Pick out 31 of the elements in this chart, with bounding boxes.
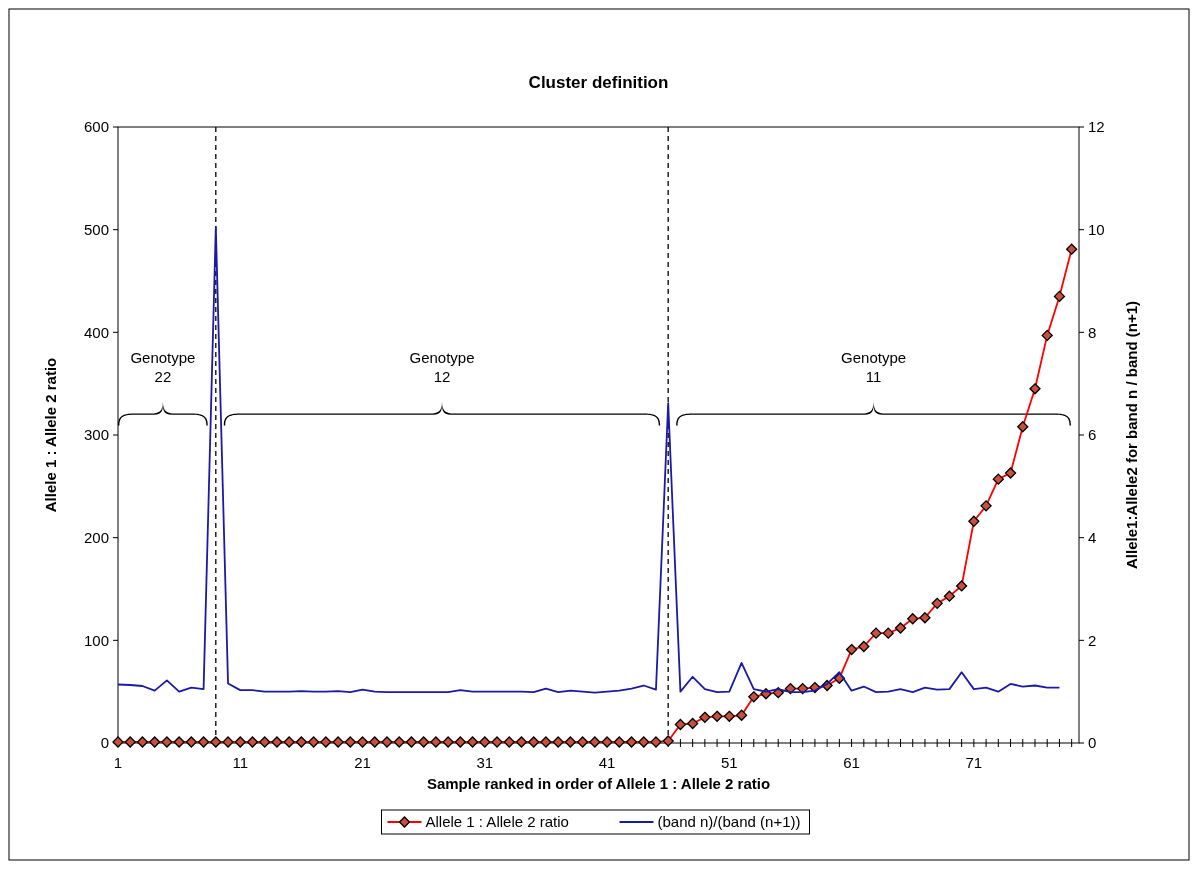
y-tick-label: 300 (83, 426, 109, 444)
y-tick-label: 100 (83, 631, 109, 649)
x-tick-label: 51 (720, 754, 738, 771)
annotation: Genotype 12 (409, 349, 475, 386)
y2-tick-label: 0 (1088, 734, 1097, 752)
legend-label: (band n)/(band (n+1)) (657, 813, 801, 831)
x-axis-title: Sample ranked in order of Allele 1 : Allele 2 ratio (426, 775, 771, 792)
x-tick-label: 21 (354, 754, 371, 771)
x-tick-label: 61 (843, 754, 860, 771)
annotation: Genotype 11 (841, 349, 907, 386)
y2-tick-label: 2 (1088, 631, 1097, 649)
y-tick-label: 400 (83, 323, 109, 341)
legend-label: Allele 1 : Allele 2 ratio (425, 813, 569, 831)
annotation: Genotype 22 (130, 349, 196, 386)
y-tick-label: 600 (83, 118, 109, 136)
y-tick-label: 200 (83, 528, 109, 546)
y-tick-label: 500 (83, 220, 109, 238)
y2-tick-label: 8 (1088, 323, 1097, 341)
x-tick-label: 41 (598, 754, 616, 771)
chart-title: Cluster definition (528, 73, 669, 92)
y-tick-label: 0 (100, 734, 109, 752)
y2-tick-label: 12 (1088, 118, 1105, 136)
x-tick-label: 71 (965, 754, 983, 771)
y2-axis-title: Allele1:Allele2 for band n / band (n+1) (1123, 301, 1140, 569)
y2-tick-label: 10 (1088, 220, 1105, 238)
x-tick-label: 1 (113, 754, 123, 771)
y-axis-title: Allele 1 : Allele 2 ratio (42, 357, 59, 513)
x-tick-label: 11 (232, 754, 249, 771)
x-tick-label: 31 (476, 754, 494, 771)
y2-tick-label: 6 (1088, 426, 1097, 444)
y2-tick-label: 4 (1088, 528, 1097, 546)
